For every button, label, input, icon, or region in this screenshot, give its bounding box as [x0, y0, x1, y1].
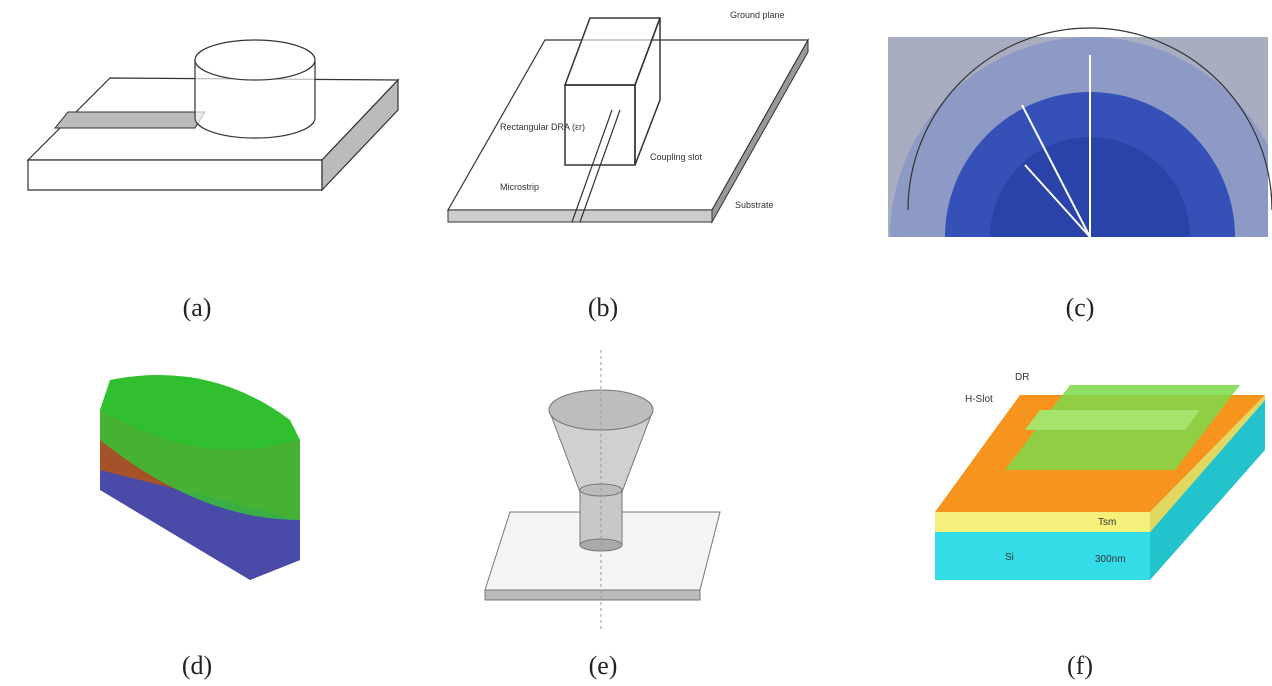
caption: (e)	[589, 651, 618, 680]
panel-a: (a)	[28, 40, 398, 322]
label: Si	[1005, 552, 1014, 563]
panel-d: (d)	[100, 375, 300, 680]
caption: (b)	[588, 293, 618, 322]
page: (a) Ground plane Rectangular DRA (εr) Co…	[0, 0, 1272, 686]
label: DR	[1015, 372, 1029, 383]
caption: (c)	[1066, 293, 1095, 322]
label: Microstrip	[500, 182, 539, 192]
caption: (d)	[182, 651, 212, 680]
panel-b: Ground plane Rectangular DRA (εr) Coupli…	[448, 10, 808, 322]
caption: (f)	[1067, 651, 1093, 680]
panel-e: (e)	[485, 350, 720, 680]
caption: (a)	[183, 293, 212, 322]
panel-f: DR H-Slot Tsm Si 300nm (f)	[935, 372, 1265, 680]
label: H-Slot	[965, 394, 993, 405]
label: Ground plane	[730, 10, 785, 20]
label: 300nm	[1095, 554, 1126, 565]
label: Tsm	[1098, 517, 1116, 528]
panel-c: (c)	[888, 28, 1272, 322]
label: Rectangular DRA (εr)	[500, 122, 585, 132]
figure: (a) Ground plane Rectangular DRA (εr) Co…	[0, 0, 1272, 686]
label: Substrate	[735, 200, 774, 210]
label: Coupling slot	[650, 152, 703, 162]
